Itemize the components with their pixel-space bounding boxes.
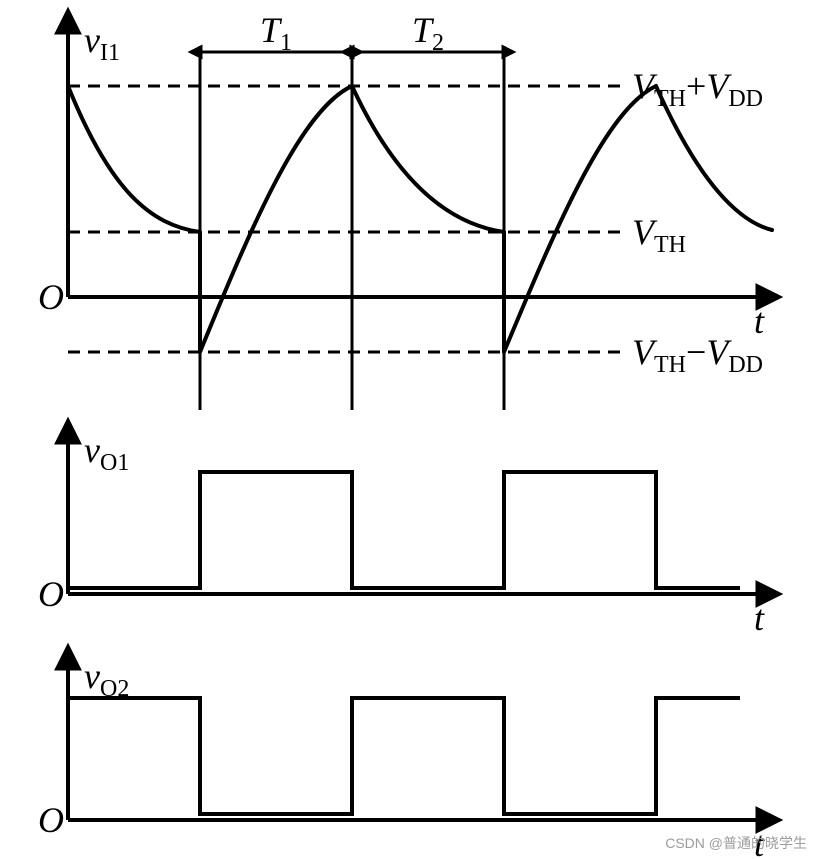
square-wave [68, 698, 740, 814]
vi1-curve-0 [68, 86, 200, 232]
origin-O1: O [38, 574, 64, 614]
vi1-curve-1 [200, 86, 352, 352]
t2-label: T2 [412, 10, 444, 56]
waveform-diagram: T1T2vI1OtVTH+VDDVTHVTH−VDDvO1OtvO2Ot [0, 0, 815, 859]
origin-O1: O [38, 277, 64, 317]
lvl-mid-label: VTH [632, 212, 686, 258]
O1-ylabel: vO1 [84, 430, 129, 476]
t-label-1: t [754, 301, 765, 341]
O2-ylabel: vO2 [84, 656, 129, 702]
square-wave [68, 472, 740, 588]
watermark-text: CSDN @普通的晓学生 [665, 833, 807, 853]
t-O1: t [754, 598, 765, 638]
lvl-top-label: VTH+VDD [632, 66, 763, 112]
vi1-curve-2 [352, 86, 504, 232]
origin-O2: O [38, 800, 64, 840]
vi1-ylabel: vI1 [84, 20, 120, 66]
lvl-bot-label: VTH−VDD [632, 332, 763, 378]
t1-label: T1 [260, 10, 292, 56]
